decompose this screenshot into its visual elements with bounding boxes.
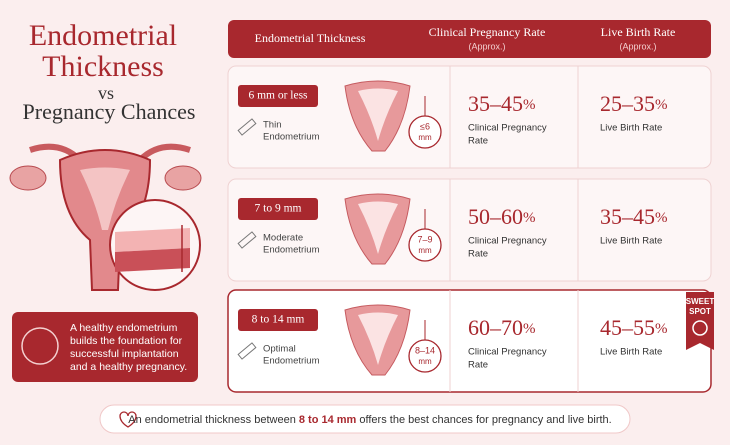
badge bbox=[408, 339, 442, 373]
uterus-lining bbox=[358, 88, 398, 141]
title-vs: vs bbox=[98, 83, 114, 103]
row-card bbox=[227, 65, 712, 169]
callout-line: and a healthy pregnancy. bbox=[70, 361, 187, 373]
badge-text: ≤6 bbox=[420, 121, 430, 131]
header-cell: Live Birth Rate bbox=[601, 25, 676, 39]
thickness-type: Thin bbox=[263, 120, 281, 131]
rate-unit: % bbox=[523, 97, 536, 113]
rate-number: 25–35 bbox=[600, 91, 655, 116]
rate-number: 60–70 bbox=[468, 315, 523, 340]
footer-part: offers the best chances for pregnancy an… bbox=[356, 414, 611, 426]
uterus-lining bbox=[358, 201, 398, 254]
badge-text: 8–14 bbox=[415, 345, 435, 355]
rate-value: 60–70% bbox=[468, 315, 536, 340]
range-pill bbox=[238, 198, 318, 220]
rate-value: 35–45% bbox=[600, 204, 668, 229]
thickness-type: Moderate bbox=[263, 233, 303, 244]
rate-value: 45–55% bbox=[600, 315, 668, 340]
range-label: 7 to 9 mm bbox=[255, 203, 302, 215]
thickness-type: Optimal bbox=[263, 344, 296, 355]
header-cell: Clinical Pregnancy Rate bbox=[429, 25, 546, 39]
rate-unit: % bbox=[523, 210, 536, 226]
thickness-type: Endometrium bbox=[263, 132, 320, 143]
badge-text: mm bbox=[418, 246, 432, 255]
range-label: 8 to 14 mm bbox=[252, 314, 305, 326]
row-card bbox=[227, 178, 712, 282]
rate-value: 25–35% bbox=[600, 91, 668, 116]
row-card bbox=[227, 289, 712, 393]
table-header bbox=[228, 20, 711, 58]
callout-line: builds the foundation for bbox=[70, 335, 183, 347]
footer-part: An endometrial thickness between bbox=[128, 414, 299, 426]
thickness-type: Endometrium bbox=[263, 245, 320, 256]
range-pill bbox=[238, 85, 318, 107]
rate-unit: % bbox=[655, 321, 668, 337]
ruler-icon bbox=[237, 118, 257, 136]
rate-unit: % bbox=[523, 321, 536, 337]
badge-text: mm bbox=[418, 133, 432, 142]
rate-number: 35–45 bbox=[468, 91, 523, 116]
rate-label: Live Birth Rate bbox=[600, 347, 662, 358]
title-line: Endometrial bbox=[29, 19, 177, 52]
sweet-spot: SWEET bbox=[686, 297, 715, 306]
rate-value: 35–45% bbox=[468, 91, 536, 116]
rate-label: Live Birth Rate bbox=[600, 123, 662, 134]
range-pill bbox=[238, 309, 318, 331]
heart-icon bbox=[119, 411, 137, 428]
thickness-type: Endometrium bbox=[263, 356, 320, 367]
footer-box bbox=[99, 404, 631, 434]
rate-unit: % bbox=[655, 210, 668, 226]
rate-label: Clinical Pregnancy bbox=[468, 347, 547, 358]
badge-text: mm bbox=[418, 357, 432, 366]
title-line: Pregnancy Chances bbox=[23, 99, 196, 124]
sweet-spot: SPOT bbox=[689, 307, 711, 316]
rate-label: Rate bbox=[468, 249, 488, 260]
rate-number: 35–45 bbox=[600, 204, 655, 229]
header-cell: Endometrial Thickness bbox=[255, 31, 366, 45]
uterus-illustration bbox=[9, 143, 202, 291]
rate-value: 50–60% bbox=[468, 204, 536, 229]
ruler-icon bbox=[237, 231, 257, 249]
badge-text: 7–9 bbox=[417, 234, 432, 244]
callout-line: successful implantation bbox=[70, 348, 179, 360]
callout-line: A healthy endometrium bbox=[70, 322, 178, 334]
rate-unit: % bbox=[655, 97, 668, 113]
badge bbox=[408, 228, 442, 262]
target-icon bbox=[692, 320, 708, 336]
footer-text: An endometrial thickness between 8 to 14… bbox=[128, 414, 611, 426]
rate-number: 45–55 bbox=[600, 315, 655, 340]
rate-label: Rate bbox=[468, 360, 488, 371]
footer-bold: 8 to 14 mm bbox=[299, 414, 357, 426]
badge bbox=[408, 115, 442, 149]
rate-number: 50–60 bbox=[468, 204, 523, 229]
rate-label: Live Birth Rate bbox=[600, 236, 662, 247]
uterus-lining bbox=[358, 312, 398, 365]
callout-icon bbox=[21, 327, 59, 365]
range-label: 6 mm or less bbox=[248, 90, 308, 102]
header-note: (Approx.) bbox=[619, 41, 656, 51]
title-line: Thickness bbox=[42, 50, 164, 83]
ruler-icon bbox=[237, 342, 257, 360]
rate-label: Clinical Pregnancy bbox=[468, 236, 547, 247]
table-rows: 6 mm or lessThinEndometrium≤6mm35–45%Cli… bbox=[227, 65, 712, 393]
rate-label: Clinical Pregnancy bbox=[468, 123, 547, 134]
rate-label: Rate bbox=[468, 136, 488, 147]
callout-box bbox=[12, 312, 198, 382]
header-note: (Approx.) bbox=[468, 41, 505, 51]
